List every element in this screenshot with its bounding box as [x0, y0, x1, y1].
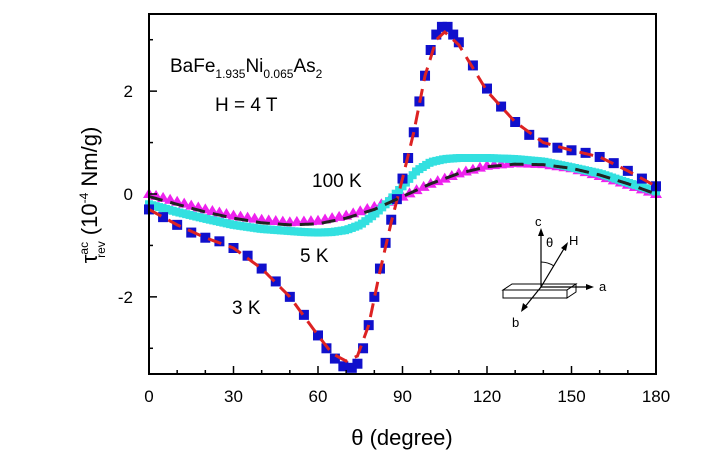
- series-label-5k: 5 K: [300, 246, 329, 267]
- axis-c-arrowhead: [538, 228, 544, 236]
- x-tick-label: 60: [309, 387, 328, 406]
- data-point: [496, 101, 507, 112]
- data-point: [510, 117, 521, 127]
- x-tick-labels: 0 30 60 90 120 150 180: [144, 387, 670, 406]
- y-axis-sup: ac: [77, 242, 91, 255]
- axis-b-arrow: [523, 286, 542, 309]
- compound-base1: BaFe: [170, 56, 215, 77]
- inset-label-a: a: [599, 279, 607, 294]
- data-point: [448, 29, 459, 40]
- data-point: [358, 343, 369, 354]
- y-axis-unit-suffix: Nm/g): [77, 127, 102, 193]
- data-point: [453, 37, 464, 48]
- data-point: [524, 129, 535, 140]
- data-point: [608, 158, 619, 169]
- field-h-arrow: [540, 246, 566, 288]
- compound-sub2: 0.065: [263, 67, 293, 81]
- data-point: [417, 180, 430, 191]
- x-tick-label: 120: [473, 387, 501, 406]
- compound-sub3: 2: [316, 67, 323, 81]
- axis-ticks: [148, 38, 657, 374]
- x-axis-title: θ (degree): [351, 425, 453, 450]
- series-label-3k: 3 K: [232, 298, 261, 319]
- data-point: [158, 212, 169, 223]
- y-axis-title: τac rev (10-4 Nm/g): [77, 127, 108, 264]
- data-point: [256, 263, 267, 274]
- field-label: H = 4 T: [215, 95, 278, 116]
- data-point: [436, 21, 447, 32]
- data-point: [206, 204, 219, 215]
- data-point: [164, 193, 177, 204]
- data-point: [185, 199, 198, 210]
- x-tick-label: 180: [642, 387, 670, 406]
- data-point: [227, 209, 240, 220]
- x-tick-label: 150: [557, 387, 585, 406]
- y-axis-symbol: τ: [77, 254, 102, 263]
- data-point: [338, 361, 349, 372]
- data-point: [313, 330, 323, 341]
- data-point: [552, 142, 563, 153]
- data-point: [242, 250, 253, 261]
- geometry-inset: c θ H a b: [501, 214, 607, 330]
- data-point: [329, 353, 340, 364]
- data-point: [248, 212, 261, 223]
- y-tick-label: 2: [124, 82, 133, 101]
- compound-base3: As: [293, 56, 315, 77]
- y-tick-label: 0: [124, 185, 133, 204]
- data-point: [425, 45, 436, 55]
- inset-label-b: b: [512, 315, 519, 330]
- data-point: [200, 232, 211, 243]
- data-point: [442, 21, 453, 32]
- y-axis-unit-exp: -4: [77, 192, 91, 203]
- data-point: [482, 83, 492, 94]
- data-point: [431, 29, 442, 40]
- data-point: [369, 291, 380, 302]
- y-axis-sub: rev: [94, 241, 108, 258]
- y-axis-unit-prefix: (10: [77, 203, 102, 235]
- fit-line: [148, 29, 657, 363]
- inset-label-c: c: [535, 214, 542, 229]
- series-label-100k: 100 K: [312, 171, 362, 192]
- angle-arc: [540, 261, 555, 267]
- y-tick-label: -2: [118, 288, 133, 307]
- data-point: [346, 362, 357, 373]
- inset-label-h: H: [569, 233, 578, 248]
- compound-sub1: 1.935: [215, 67, 245, 81]
- compound-base2: Ni: [245, 56, 263, 77]
- fit-lines: [148, 29, 657, 363]
- data-point: [298, 309, 309, 320]
- axis-b-arrowhead: [521, 303, 528, 312]
- x-tick-label: 0: [144, 387, 153, 406]
- x-tick-label: 90: [393, 387, 412, 406]
- data-point: [438, 172, 451, 183]
- axis-a-arrowhead: [586, 284, 594, 290]
- field-h-arrowhead: [561, 242, 568, 251]
- inset-label-theta: θ: [546, 235, 553, 250]
- compound-label: BaFe1.935Ni0.065As2: [170, 56, 323, 81]
- y-tick-labels: -2 0 2: [118, 82, 133, 307]
- data-point: [594, 151, 605, 162]
- data-point: [352, 358, 363, 369]
- data-point: [270, 276, 281, 287]
- x-tick-label: 30: [224, 387, 243, 406]
